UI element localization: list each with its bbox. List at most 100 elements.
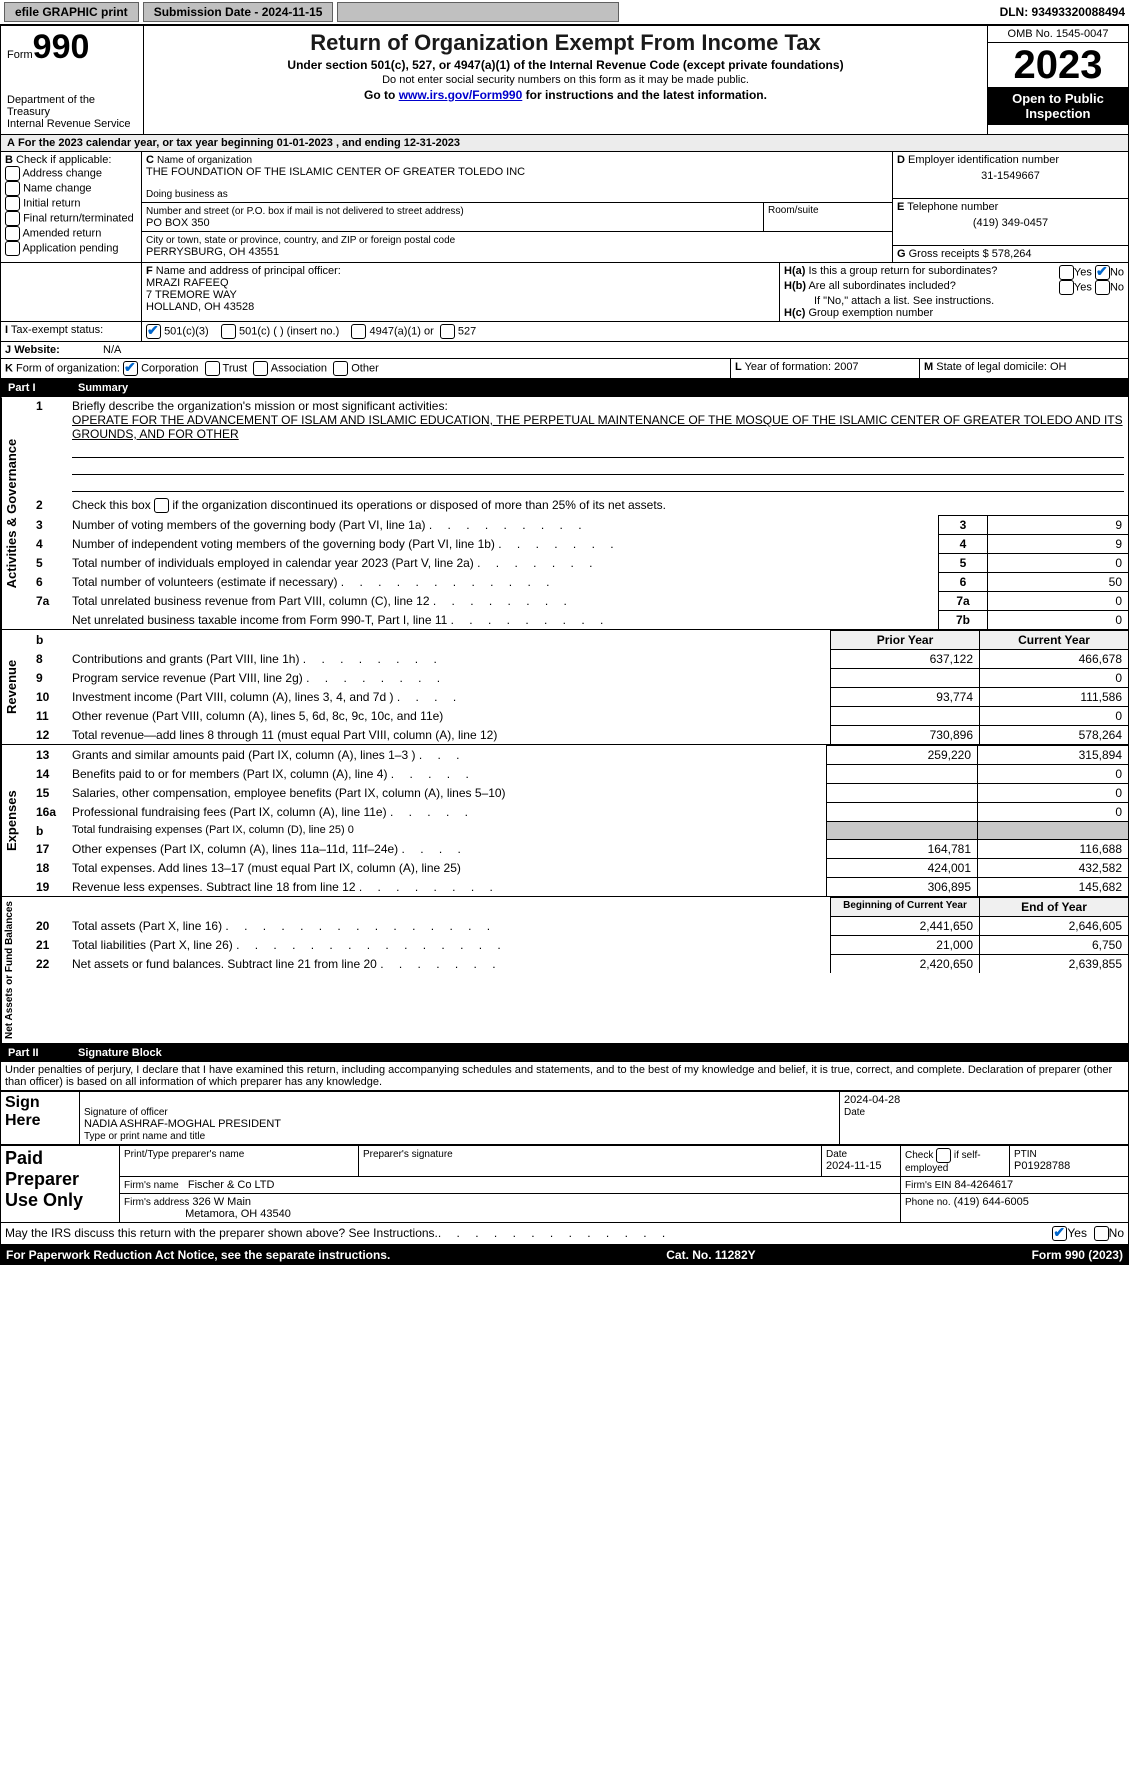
table-row: 9Program service revenue (Part VIII, lin… xyxy=(32,669,1128,688)
checkbox-initial-return[interactable] xyxy=(5,196,20,211)
checkbox-final-return[interactable] xyxy=(5,211,20,226)
governance-table: 1 Briefly describe the organization's mi… xyxy=(32,397,1128,629)
checkbox-application-pending[interactable] xyxy=(5,241,20,256)
paid-preparer-label: Paid Preparer Use Only xyxy=(1,1146,120,1223)
header-right: OMB No. 1545-0047 2023 Open to Public In… xyxy=(987,26,1128,134)
box-c-label: Name of organization xyxy=(157,155,252,166)
firm-addr1: 326 W Main xyxy=(192,1196,251,1208)
prior-year-header: Prior Year xyxy=(831,631,980,650)
open-line2: Inspection xyxy=(1025,106,1090,121)
checkbox-hb-yes[interactable] xyxy=(1059,280,1074,295)
officer-street: 7 TREMORE WAY xyxy=(146,289,237,301)
checkbox-hb-no[interactable] xyxy=(1095,280,1110,295)
discuss-yes: Yes xyxy=(1067,1226,1087,1241)
firm-addr-label: Firm's address xyxy=(124,1197,189,1208)
header-center: Return of Organization Exempt From Incom… xyxy=(144,26,987,134)
footer-center: Cat. No. 11282Y xyxy=(666,1248,755,1262)
opt-trust: Trust xyxy=(223,362,248,374)
checkbox-ha-yes[interactable] xyxy=(1059,265,1074,280)
line2-pre: Check this box xyxy=(72,498,154,512)
opt-final-return: Final return/terminated xyxy=(23,212,134,224)
year-formation-value: 2007 xyxy=(834,361,858,373)
checkbox-address-change[interactable] xyxy=(5,166,20,181)
line7a-text: Total unrelated business revenue from Pa… xyxy=(72,594,430,608)
h-c-text: Group exemption number xyxy=(808,307,933,319)
line3-text: Number of voting members of the governin… xyxy=(72,518,426,532)
header-sub2: Do not enter social security numbers on … xyxy=(148,74,983,86)
table-row: 20Total assets (Part X, line 16) . . . .… xyxy=(32,917,1128,936)
current-year-header: Current Year xyxy=(980,631,1129,650)
end-year-header: End of Year xyxy=(980,898,1129,917)
header-sub1: Under section 501(c), 527, or 4947(a)(1)… xyxy=(148,58,983,72)
org-name: THE FOUNDATION OF THE ISLAMIC CENTER OF … xyxy=(146,166,525,178)
sign-here-label: Sign Here xyxy=(1,1092,80,1145)
firm-ein: 84-4264617 xyxy=(954,1179,1013,1191)
discuss-text: May the IRS discuss this return with the… xyxy=(5,1226,438,1241)
yes-label: Yes xyxy=(1074,266,1092,278)
state-domicile-label: State of legal domicile: xyxy=(936,361,1047,373)
line6-val: 50 xyxy=(988,573,1129,592)
checkbox-4947[interactable] xyxy=(351,324,366,339)
table-row: 14Benefits paid to or for members (Part … xyxy=(32,765,1128,784)
line4-text: Number of independent voting members of … xyxy=(72,537,495,551)
checkbox-line2[interactable] xyxy=(154,498,169,513)
box-b: B Check if applicable: Address change Na… xyxy=(1,152,141,262)
room-suite-label: Room/suite xyxy=(763,203,892,231)
checkbox-discuss-no[interactable] xyxy=(1094,1226,1109,1241)
checkbox-501c[interactable] xyxy=(221,324,236,339)
checkbox-self-employed[interactable] xyxy=(936,1148,951,1163)
box-m: M State of legal domicile: OH xyxy=(919,359,1128,378)
section-expenses: Expenses 13Grants and similar amounts pa… xyxy=(0,745,1129,897)
line1-label: Briefly describe the organization's miss… xyxy=(72,399,448,413)
dept-irs: Internal Revenue Service xyxy=(7,118,137,130)
discuss-no: No xyxy=(1109,1226,1124,1241)
table-row: 5Total number of individuals employed in… xyxy=(32,554,1128,573)
line7b-val: 0 xyxy=(988,611,1129,630)
checkbox-527[interactable] xyxy=(440,324,455,339)
table-row: 3Number of voting members of the governi… xyxy=(32,516,1128,535)
omb-number: OMB No. 1545-0047 xyxy=(988,26,1128,43)
footer-right: Form 990 (2023) xyxy=(1032,1248,1123,1262)
table-row: 6Total number of volunteers (estimate if… xyxy=(32,573,1128,592)
opt-other: Other xyxy=(351,362,379,374)
open-inspection: Open to Public Inspection xyxy=(988,87,1128,125)
h-a-text: Is this a group return for subordinates? xyxy=(808,265,997,277)
line5-val: 0 xyxy=(988,554,1129,573)
preparer-date-label: Date xyxy=(826,1149,847,1160)
beginning-year-header: Beginning of Current Year xyxy=(831,898,980,917)
checkbox-discuss-yes[interactable] xyxy=(1052,1226,1067,1241)
line5-text: Total number of individuals employed in … xyxy=(72,556,474,570)
checkbox-trust[interactable] xyxy=(205,361,220,376)
checkbox-amended-return[interactable] xyxy=(5,226,20,241)
line7b-text: Net unrelated business taxable income fr… xyxy=(72,613,447,627)
penalties-text: Under penalties of perjury, I declare th… xyxy=(0,1062,1129,1091)
header-sub3: Go to www.irs.gov/Form990 for instructio… xyxy=(148,88,983,102)
opt-name-change: Name change xyxy=(23,182,92,194)
checkbox-association[interactable] xyxy=(253,361,268,376)
irs-link[interactable]: www.irs.gov/Form990 xyxy=(399,88,523,102)
efile-print-button[interactable]: efile GRAPHIC print xyxy=(4,2,139,22)
firm-phone-label: Phone no. xyxy=(905,1197,951,1208)
dln-label: DLN: 93493320088494 xyxy=(1000,5,1125,19)
opt-initial-return: Initial return xyxy=(23,197,80,209)
section-net-assets: Net Assets or Fund Balances Beginning of… xyxy=(0,897,1129,1044)
table-row: 8Contributions and grants (Part VIII, li… xyxy=(32,650,1128,669)
firm-addr2: Metamora, OH 43540 xyxy=(185,1208,291,1220)
checkbox-name-change[interactable] xyxy=(5,181,20,196)
box-f: F Name and address of principal officer:… xyxy=(141,263,779,321)
phone-value: (419) 349-0457 xyxy=(897,213,1124,229)
checkbox-ha-no[interactable] xyxy=(1095,265,1110,280)
checkbox-other[interactable] xyxy=(333,361,348,376)
street-label: Number and street (or P.O. box if mail i… xyxy=(146,206,464,217)
section-governance: Activities & Governance 1 Briefly descri… xyxy=(0,397,1129,630)
box-i-options: 501(c)(3) 501(c) ( ) (insert no.) 4947(a… xyxy=(141,322,1128,341)
officer-block: F Name and address of principal officer:… xyxy=(0,263,1129,322)
tax-status-row: I Tax-exempt status: 501(c)(3) 501(c) ( … xyxy=(0,322,1129,342)
officer-city: HOLLAND, OH 43528 xyxy=(146,301,254,313)
form-title: Return of Organization Exempt From Incom… xyxy=(148,30,983,56)
goto-pre: Go to xyxy=(364,88,399,102)
checkbox-501c3[interactable] xyxy=(146,324,161,339)
line-a-text: For the 2023 calendar year, or tax year … xyxy=(18,137,460,149)
checkbox-corporation[interactable] xyxy=(123,361,138,376)
tax-year: 2023 xyxy=(988,43,1128,87)
